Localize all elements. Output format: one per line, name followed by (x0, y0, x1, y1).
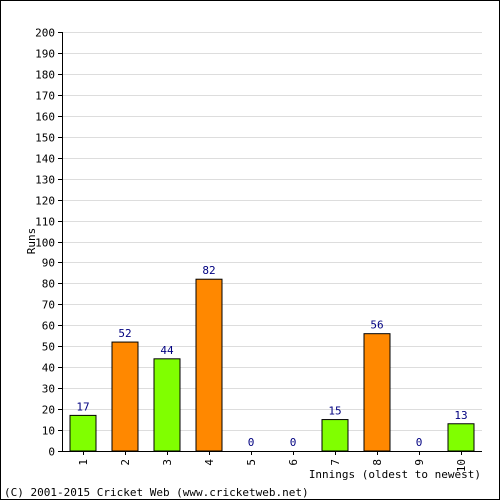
x-tick-label: 5 (245, 459, 258, 466)
bar (69, 414, 97, 452)
y-tick-label: 50 (42, 341, 55, 354)
y-tick-label: 100 (35, 237, 55, 250)
bar (321, 419, 349, 452)
data-label: 15 (328, 405, 341, 418)
y-tick-label: 10 (42, 425, 55, 438)
y-tick-label: 160 (35, 111, 55, 124)
bar (111, 341, 139, 452)
bars (69, 278, 475, 452)
y-tick-label: 170 (35, 90, 55, 103)
y-tick-label: 130 (35, 174, 55, 187)
y-tick-label: 40 (42, 362, 55, 375)
grid-lines (62, 32, 482, 431)
data-label: 17 (76, 400, 89, 413)
x-tick-label: 8 (371, 459, 384, 466)
y-axis-label: Runs (25, 228, 38, 255)
x-tick-label: 9 (413, 459, 426, 466)
data-label: 0 (248, 436, 255, 449)
x-tick-label: 2 (119, 459, 132, 466)
data-label: 0 (290, 436, 297, 449)
y-tick-label: 190 (35, 48, 55, 61)
data-label: 82 (202, 264, 215, 277)
x-tick-label: 3 (161, 459, 174, 466)
data-labels: 17 52 44 82 0 0 15 56 0 13 (76, 264, 467, 449)
y-tick-label: 30 (42, 383, 55, 396)
data-label: 44 (160, 344, 174, 357)
y-tick-label: 0 (48, 446, 55, 459)
bar (447, 423, 475, 452)
x-tick-label: 7 (329, 459, 342, 466)
data-label: 0 (416, 436, 423, 449)
x-tick-label: 1 (77, 459, 90, 466)
y-tick-label: 200 (35, 27, 55, 40)
copyright-footer: (C) 2001-2015 Cricket Web (www.cricketwe… (4, 486, 309, 499)
y-tick-label: 70 (42, 299, 55, 312)
bar (195, 278, 223, 452)
y-tick-label: 120 (35, 195, 55, 208)
data-label: 52 (118, 327, 131, 340)
data-label: 56 (370, 319, 383, 332)
x-axis-label: Innings (oldest to newest) (309, 468, 481, 481)
x-tick-label: 4 (203, 459, 216, 466)
y-tick-label: 140 (35, 153, 55, 166)
x-tick-label: 6 (287, 459, 300, 466)
bar (363, 333, 391, 452)
y-tick-label: 180 (35, 69, 55, 82)
x-axis-ticks: 1 2 3 4 5 6 7 8 9 10 (77, 451, 468, 472)
y-tick-label: 20 (42, 404, 55, 417)
y-tick-label: 90 (42, 257, 55, 270)
y-axis-ticks: 0 10 20 30 40 50 60 70 80 90 100 110 120 130 140 150 160… (35, 27, 62, 459)
y-tick-label: 150 (35, 132, 55, 145)
bar (153, 358, 181, 452)
data-label: 13 (454, 409, 467, 422)
x-tick-label: 10 (455, 459, 468, 472)
y-tick-label: 60 (42, 320, 55, 333)
y-tick-label: 110 (35, 216, 55, 229)
y-tick-label: 80 (42, 278, 55, 291)
